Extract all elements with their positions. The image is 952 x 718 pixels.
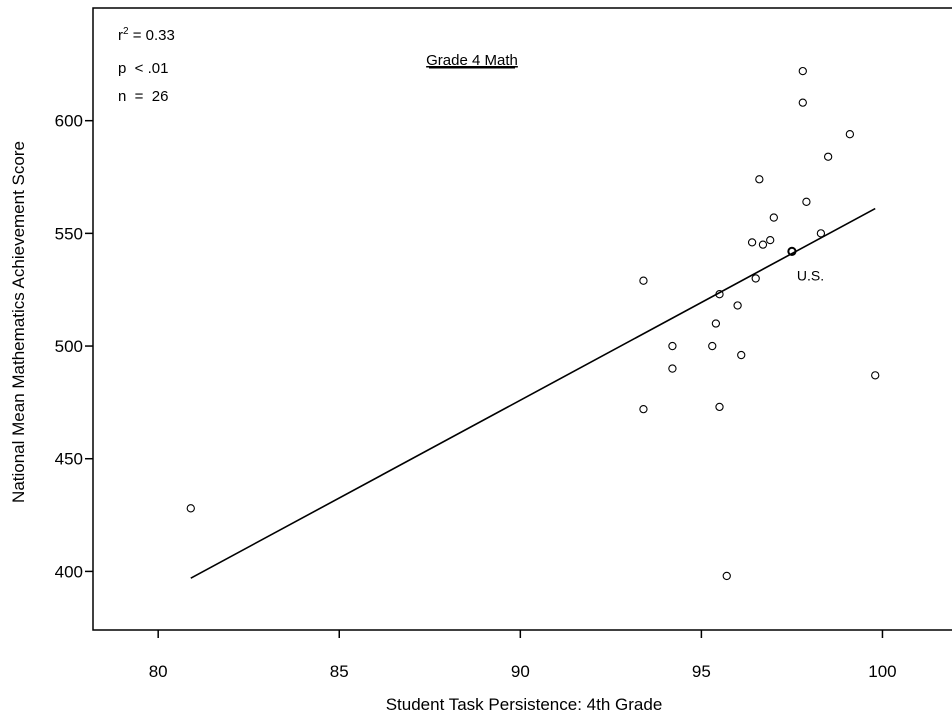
data-point (747, 238, 757, 247)
x-tick-label: 100 (868, 662, 896, 681)
data-point (639, 404, 648, 414)
data-point (715, 290, 724, 299)
data-point (816, 229, 826, 238)
points-group (186, 66, 880, 581)
r2-superscript: 2 (123, 26, 129, 37)
data-point (708, 341, 717, 351)
x-tick-label: 95 (692, 662, 711, 681)
annotation-us: U.S. (797, 267, 824, 283)
data-point (639, 276, 648, 285)
chart-title: Grade 4 Math (426, 52, 518, 69)
data-point (766, 235, 775, 245)
data-point (751, 274, 760, 283)
x-tick-label: 80 (149, 662, 168, 681)
data-point (798, 66, 807, 76)
x-tick-label: 90 (511, 662, 530, 681)
y-tick-label: 450 (55, 450, 83, 469)
data-point (755, 175, 764, 184)
data-point (802, 197, 811, 206)
y-tick-label: 600 (55, 112, 83, 131)
data-point (715, 402, 724, 412)
data-point (769, 213, 778, 222)
y-tick-label: 500 (55, 337, 83, 356)
fit-line-group (190, 207, 876, 579)
data-point (845, 130, 855, 139)
r2-value: = 0.33 (129, 27, 175, 44)
data-point (668, 341, 677, 351)
tick-group: 80 85 90 95 100 400 450 500 550 600 (55, 112, 897, 681)
data-point (711, 319, 721, 328)
y-tick-label: 550 (55, 224, 83, 243)
data-point (737, 350, 746, 360)
y-tick-label: 400 (55, 562, 83, 581)
x-axis-label: Student Task Persistence: 4th Grade (386, 695, 663, 714)
stats-p: p < .01 (118, 60, 168, 77)
data-point (668, 364, 677, 373)
data-point (798, 98, 807, 107)
stats-r2: r2 = 0.33 (118, 26, 175, 44)
data-point (722, 571, 731, 581)
data-point (871, 371, 880, 380)
stats-n: n = 26 (118, 88, 168, 105)
data-point (186, 504, 195, 513)
us-point-highlight (787, 246, 797, 256)
regression-line (190, 207, 876, 579)
x-tick-label: 85 (330, 662, 349, 681)
y-axis-label: National Mean Mathematics Achievement Sc… (9, 141, 28, 503)
data-point (733, 301, 742, 310)
data-point (758, 240, 768, 249)
data-point (823, 152, 833, 161)
plot-frame (92, 7, 952, 631)
